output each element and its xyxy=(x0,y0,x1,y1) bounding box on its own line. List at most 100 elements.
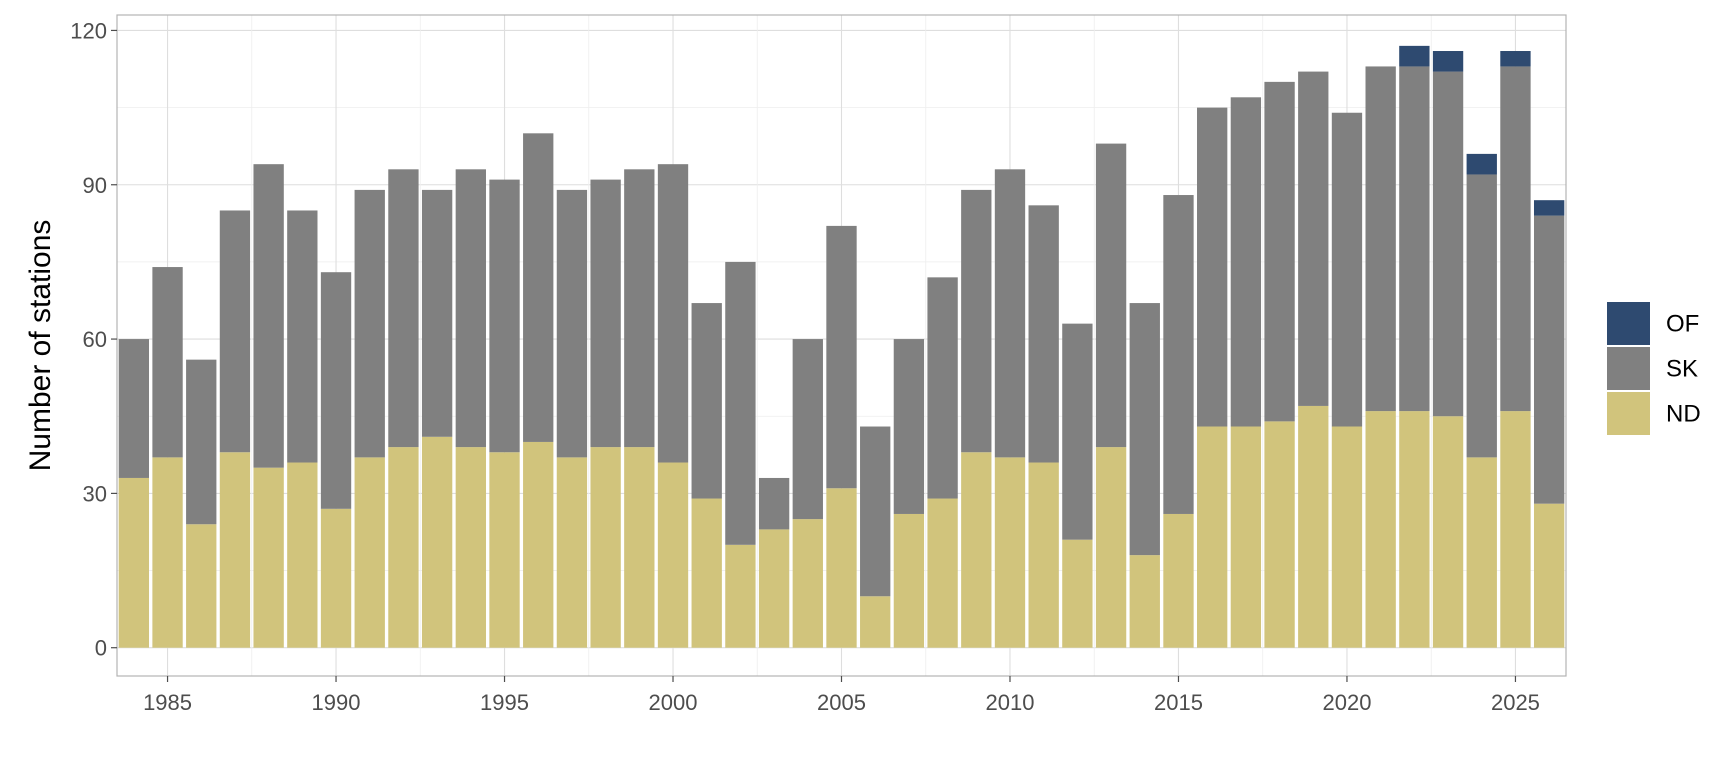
bar-nd-2004 xyxy=(792,519,823,648)
bar-sk-2024 xyxy=(1466,174,1497,458)
bar-nd-2009 xyxy=(961,452,992,648)
bar-nd-1987 xyxy=(219,452,251,648)
bar-sk-2026 xyxy=(1533,215,1565,504)
bar-sk-2001 xyxy=(691,303,722,499)
y-tick-label: 90 xyxy=(83,173,107,198)
bar-sk-1992 xyxy=(388,169,419,448)
legend-label-of: OF xyxy=(1666,311,1699,338)
y-tick-label: 30 xyxy=(83,481,107,506)
x-tick-label: 2015 xyxy=(1154,690,1203,715)
bar-sk-2020 xyxy=(1331,112,1363,427)
bar-sk-2018 xyxy=(1264,81,1295,422)
bar-sk-2016 xyxy=(1197,107,1228,427)
bar-of-2023 xyxy=(1432,51,1464,72)
bar-sk-2013 xyxy=(1095,143,1127,448)
bar-nd-1997 xyxy=(556,457,588,648)
bar-sk-2004 xyxy=(792,339,823,520)
bar-sk-2009 xyxy=(961,189,992,453)
bar-sk-2021 xyxy=(1365,66,1396,412)
bar-sk-1996 xyxy=(523,133,554,442)
bar-nd-2025 xyxy=(1500,411,1531,648)
bar-nd-2001 xyxy=(691,498,722,648)
bar-nd-2005 xyxy=(826,488,857,648)
x-tick-label: 2005 xyxy=(817,690,866,715)
bar-nd-2003 xyxy=(758,529,790,648)
bar-nd-2021 xyxy=(1365,411,1396,648)
bar-sk-1998 xyxy=(590,179,621,448)
bar-nd-2023 xyxy=(1432,416,1464,648)
bar-sk-1990 xyxy=(320,272,352,509)
bar-nd-1996 xyxy=(523,441,554,648)
x-tick-label: 1990 xyxy=(312,690,361,715)
x-tick-label: 2020 xyxy=(1322,690,1371,715)
bar-sk-2008 xyxy=(927,277,958,499)
legend-key-nd xyxy=(1607,392,1650,435)
bar-nd-2015 xyxy=(1163,513,1194,648)
bar-nd-2026 xyxy=(1533,503,1565,648)
bar-sk-2012 xyxy=(1062,323,1093,540)
legend-key-sk xyxy=(1607,347,1650,390)
bar-nd-2010 xyxy=(994,457,1026,648)
bar-sk-1997 xyxy=(556,189,588,458)
bar-nd-2020 xyxy=(1331,426,1363,648)
bar-sk-2022 xyxy=(1399,66,1430,412)
bar-sk-2017 xyxy=(1230,97,1262,427)
bar-sk-2014 xyxy=(1129,303,1160,556)
bar-sk-1994 xyxy=(455,169,486,448)
bar-nd-1986 xyxy=(186,524,217,648)
bar-sk-2005 xyxy=(826,225,857,489)
bar-nd-2013 xyxy=(1095,447,1127,648)
legend: OF SK ND xyxy=(1607,302,1701,435)
legend-label-nd: ND xyxy=(1666,401,1701,428)
bar-nd-2007 xyxy=(893,513,925,648)
bar-sk-2015 xyxy=(1163,195,1194,514)
bar-sk-2023 xyxy=(1432,71,1464,417)
bar-sk-2006 xyxy=(860,426,891,597)
bar-sk-1999 xyxy=(624,169,655,448)
y-tick-label: 60 xyxy=(83,327,107,352)
bar-sk-1993 xyxy=(421,189,453,437)
bar-nd-2022 xyxy=(1399,411,1430,648)
bar-sk-2002 xyxy=(725,261,756,545)
x-tick-label: 2010 xyxy=(986,690,1035,715)
bar-nd-2012 xyxy=(1062,539,1093,648)
x-tick-label: 1985 xyxy=(143,690,192,715)
bar-nd-1993 xyxy=(421,436,453,648)
bar-sk-2025 xyxy=(1500,66,1531,412)
bar-of-2024 xyxy=(1466,153,1497,175)
bar-sk-1995 xyxy=(489,179,520,453)
bar-sk-2000 xyxy=(657,164,689,463)
bar-of-2022 xyxy=(1399,45,1430,67)
bar-sk-2007 xyxy=(893,339,925,514)
bar-sk-2011 xyxy=(1028,205,1059,463)
bar-of-2026 xyxy=(1533,200,1565,216)
bar-sk-2010 xyxy=(994,169,1026,458)
bar-nd-1995 xyxy=(489,452,520,648)
bar-nd-2016 xyxy=(1197,426,1228,648)
bar-nd-1990 xyxy=(320,508,352,648)
bar-nd-1999 xyxy=(624,447,655,648)
x-axis: 1985 1990 1995 2000 2005 2010 2015 2020 2025 xyxy=(143,676,1540,715)
bar-nd-1985 xyxy=(152,457,183,648)
bar-nd-1984 xyxy=(118,477,150,648)
bar-nd-2008 xyxy=(927,498,958,648)
x-tick-label: 2000 xyxy=(649,690,698,715)
bar-sk-1986 xyxy=(186,359,217,525)
legend-key-of xyxy=(1607,302,1650,345)
x-tick-label: 1995 xyxy=(480,690,529,715)
bar-nd-1994 xyxy=(455,447,486,648)
bar-sk-1987 xyxy=(219,210,251,453)
bar-nd-2002 xyxy=(725,544,756,648)
bar-nd-1992 xyxy=(388,447,419,648)
bar-sk-2019 xyxy=(1298,71,1329,406)
bar-nd-2011 xyxy=(1028,462,1059,648)
bar-sk-1989 xyxy=(287,210,318,463)
bar-nd-1998 xyxy=(590,447,621,648)
y-tick-label: 0 xyxy=(95,636,107,661)
bar-nd-2006 xyxy=(860,596,891,648)
bar-nd-2024 xyxy=(1466,457,1497,648)
bar-sk-1988 xyxy=(253,164,284,468)
y-axis: 0 30 60 90 120 xyxy=(70,18,117,661)
bar-nd-1988 xyxy=(253,467,284,648)
